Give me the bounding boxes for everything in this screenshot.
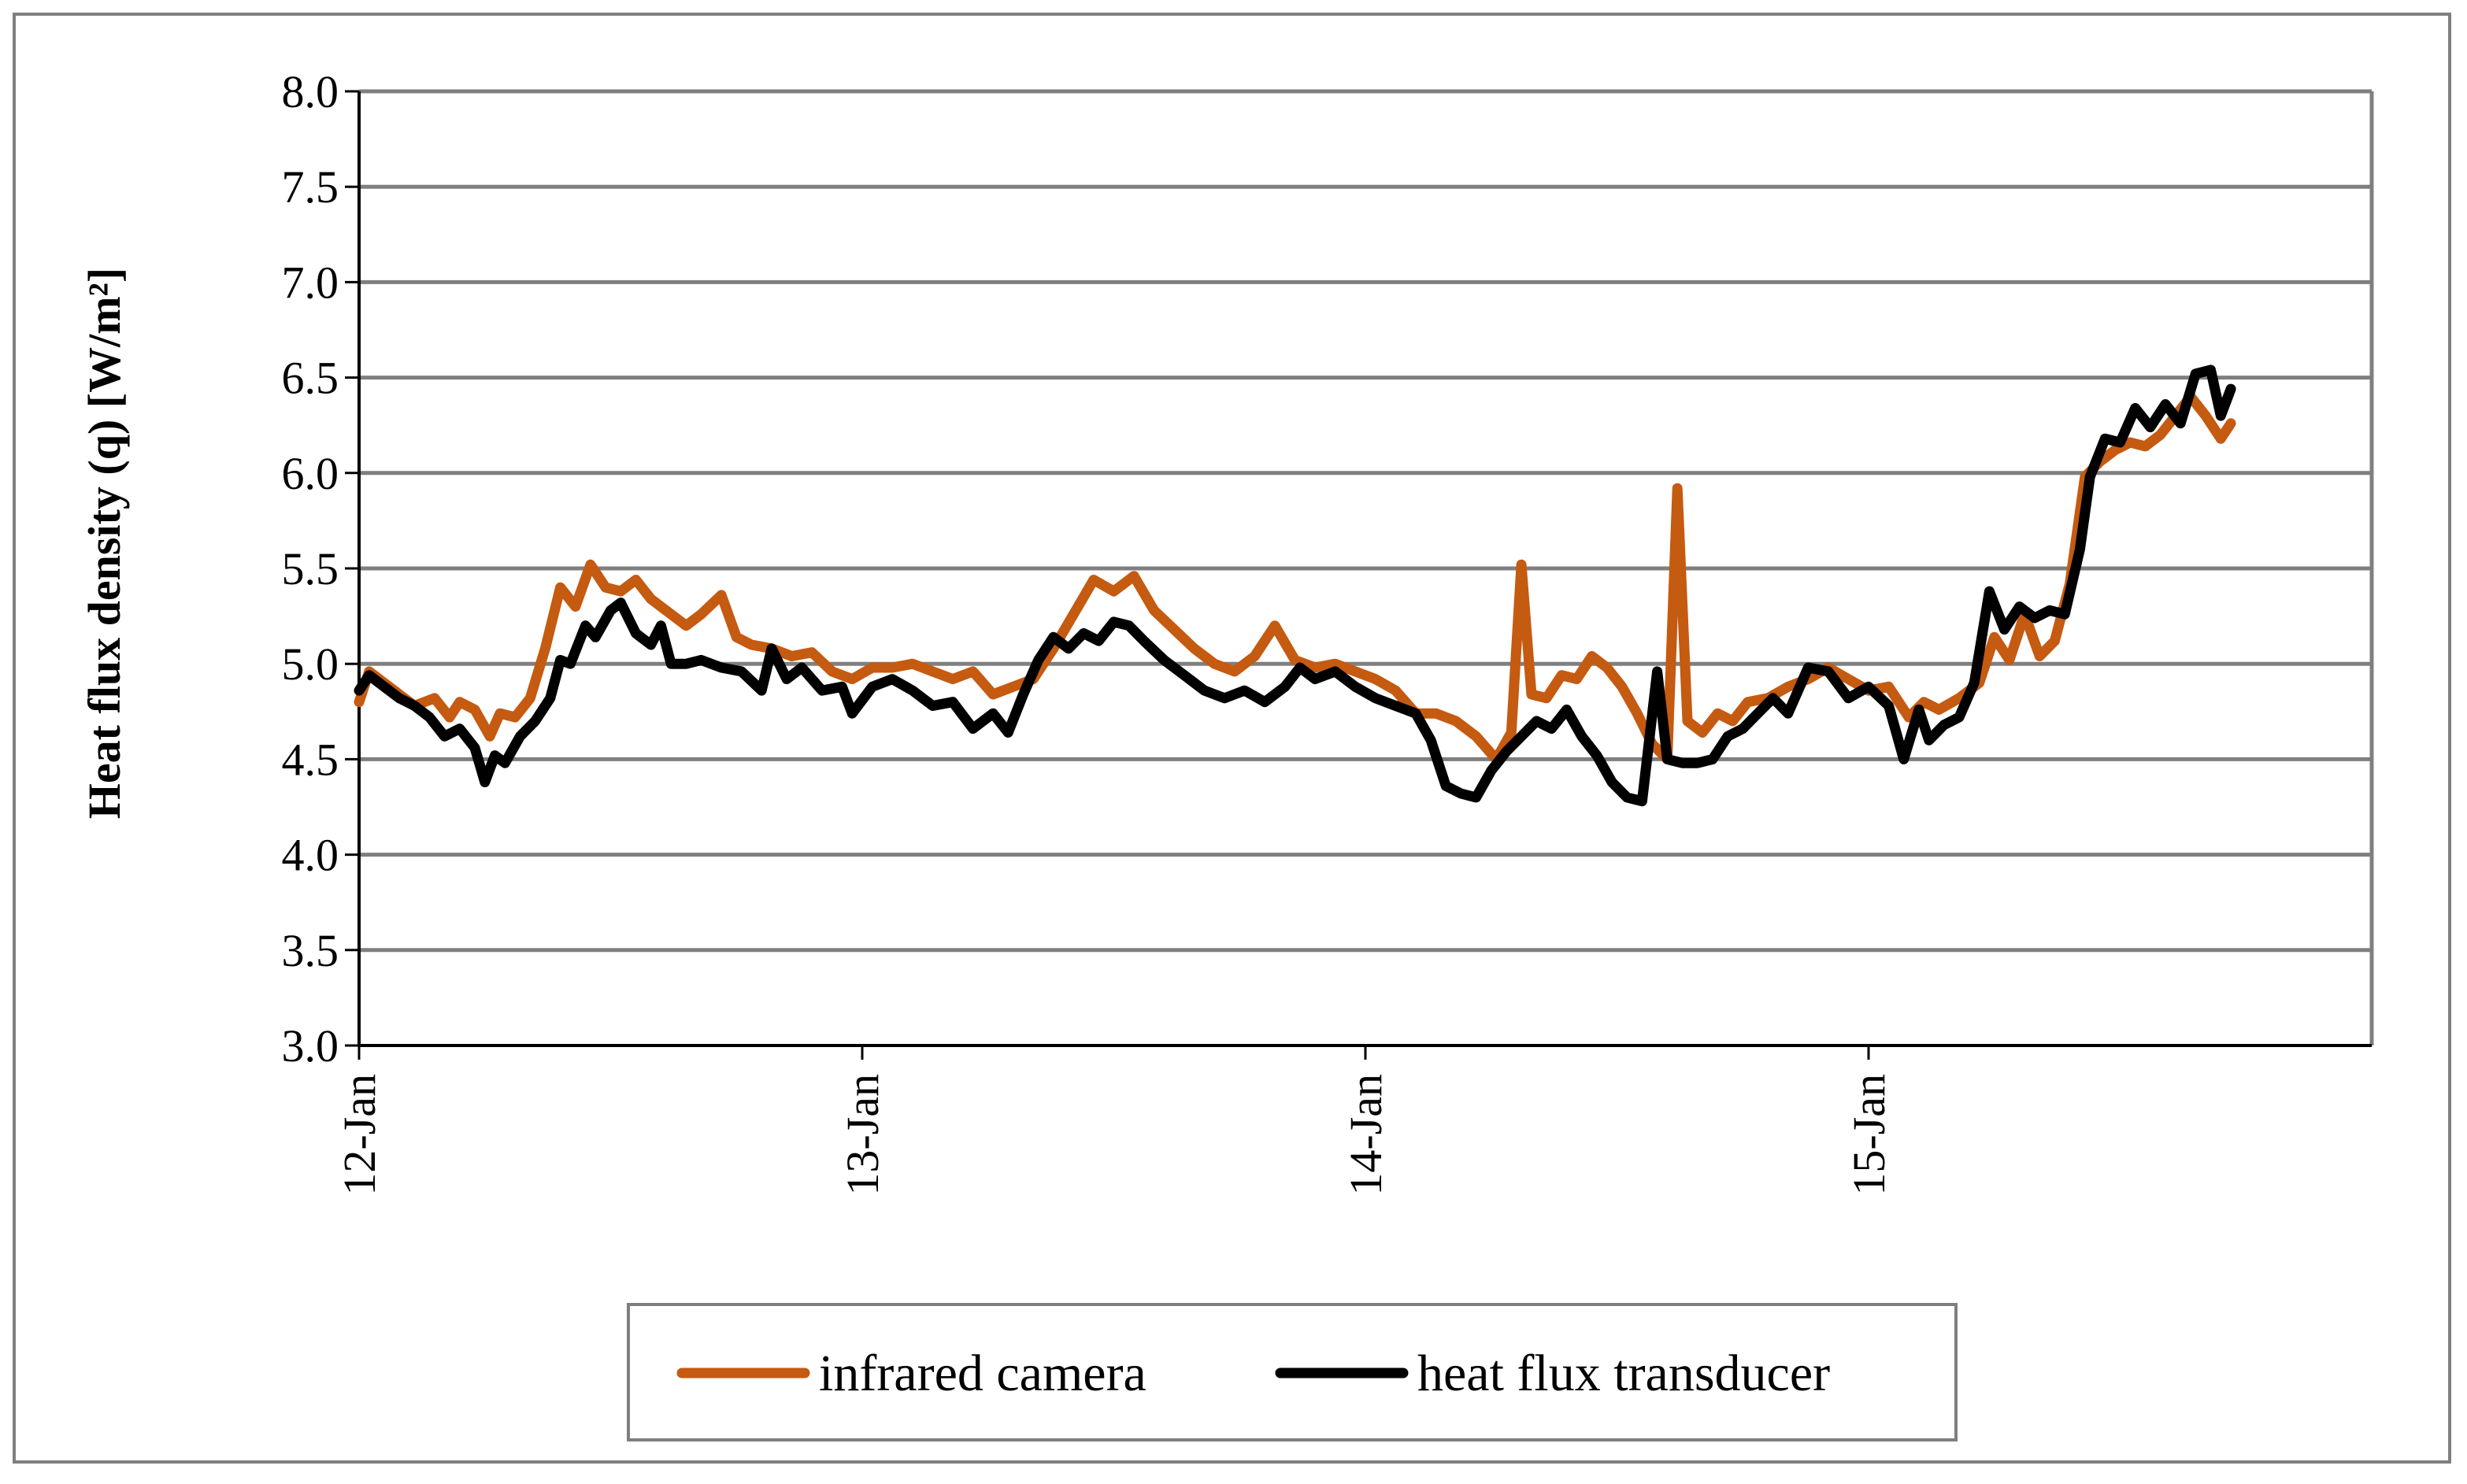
y-tick-label-5: 5.5	[282, 543, 339, 594]
y-tick-label-2: 4.0	[282, 830, 339, 881]
legend: infrared camera heat flux transducer	[627, 1303, 1958, 1441]
y-tick-label-6: 6.0	[282, 448, 339, 499]
x-tick-label-1: 13-Jan	[837, 1074, 888, 1196]
y-tick-label-7: 6.5	[282, 353, 339, 404]
y-tick-labels: 3.0 3.5 4.0 4.5 5.0 5.5 6.0 6.5 7.0 7.5 8.0	[282, 66, 339, 1071]
x-tick-labels: 12-Jan 13-Jan 14-Jan 15-Jan	[334, 1045, 1895, 1196]
legend-label-0: infrared camera	[819, 1345, 1146, 1402]
series-line-0	[354, 391, 2236, 764]
gridlines	[345, 89, 2372, 1047]
y-tick-label-1: 3.5	[282, 925, 339, 976]
y-axis-title: Heat flux density (q) [W/m²]	[79, 268, 130, 819]
y-tick-label-10: 8.0	[282, 66, 339, 117]
y-tick-label-4: 5.0	[282, 638, 339, 690]
y-tick-label-9: 7.5	[282, 161, 339, 213]
x-tick-label-2: 14-Jan	[1340, 1074, 1391, 1196]
y-tick-label-0: 3.0	[282, 1020, 339, 1071]
series-line-1	[354, 365, 2236, 807]
y-tick-label-3: 4.5	[282, 734, 339, 785]
data-series	[354, 365, 2236, 807]
y-tick-label-8: 7.0	[282, 257, 339, 308]
x-tick-label-0: 12-Jan	[334, 1074, 385, 1196]
legend-label-1: heat flux transducer	[1417, 1345, 1830, 1402]
x-tick-label-3: 15-Jan	[1843, 1074, 1895, 1196]
chart-frame	[13, 13, 2451, 1464]
